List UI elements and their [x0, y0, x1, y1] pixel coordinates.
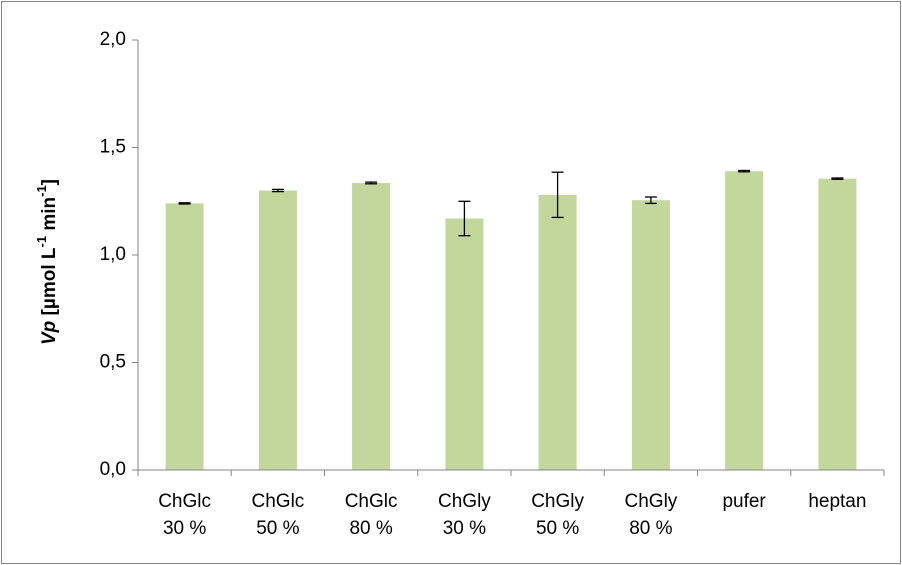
- x-category-label-6: pufer: [722, 491, 766, 512]
- error-bar-0: [178, 202, 191, 205]
- error-bar-6: [738, 169, 751, 173]
- x-category-label-2: ChGlc 80 %: [345, 491, 398, 539]
- y-axis-title-unit-open: [µmol L: [39, 247, 60, 321]
- y-tick-label-4: 2,0: [100, 29, 126, 50]
- error-bar-3: [458, 200, 471, 237]
- y-axis-title-sup1: -1: [34, 236, 49, 248]
- y-tick-label-1: 0,5: [100, 352, 126, 373]
- x-category-label-0: ChGlc 30 %: [158, 491, 211, 539]
- y-tick-label-2: 1,0: [100, 244, 126, 265]
- error-bar-7: [831, 177, 844, 180]
- x-category-label-1: ChGlc 50 %: [252, 491, 305, 539]
- y-axis-title-subscript: p: [39, 321, 60, 334]
- bar-1: [258, 190, 297, 470]
- bar-6: [725, 171, 764, 470]
- y-axis-title-sup2: -1: [34, 185, 49, 197]
- error-bar-5: [644, 196, 657, 205]
- x-category-label-5: ChGly 80 %: [625, 491, 678, 539]
- x-category-label-4: ChGly 50 %: [531, 491, 584, 539]
- bar-4: [538, 194, 577, 471]
- svg-text:Vp [µmol L-1 min-1]: Vp [µmol L-1 min-1]: [34, 179, 60, 345]
- y-axis-title-symbol: V: [39, 331, 60, 345]
- bar-5: [631, 200, 670, 470]
- y-axis-title: Vp [µmol L-1 min-1]: [34, 179, 60, 345]
- bar-7: [818, 178, 857, 470]
- error-bar-1: [271, 188, 284, 193]
- bar-3: [445, 218, 484, 470]
- y-axis-title-unit-close: ]: [39, 179, 60, 185]
- y-axis-title-unit-mid: min: [39, 197, 60, 236]
- y-tick-label-3: 1,5: [100, 137, 126, 158]
- x-category-label-7: heptan: [808, 491, 866, 512]
- y-tick-label-0: 0,0: [100, 459, 126, 480]
- error-bar-4: [551, 171, 564, 219]
- bar-2: [352, 183, 391, 470]
- error-bar-2: [365, 181, 378, 185]
- x-category-label-3: ChGly 30 %: [438, 491, 491, 539]
- bar-0: [165, 203, 204, 470]
